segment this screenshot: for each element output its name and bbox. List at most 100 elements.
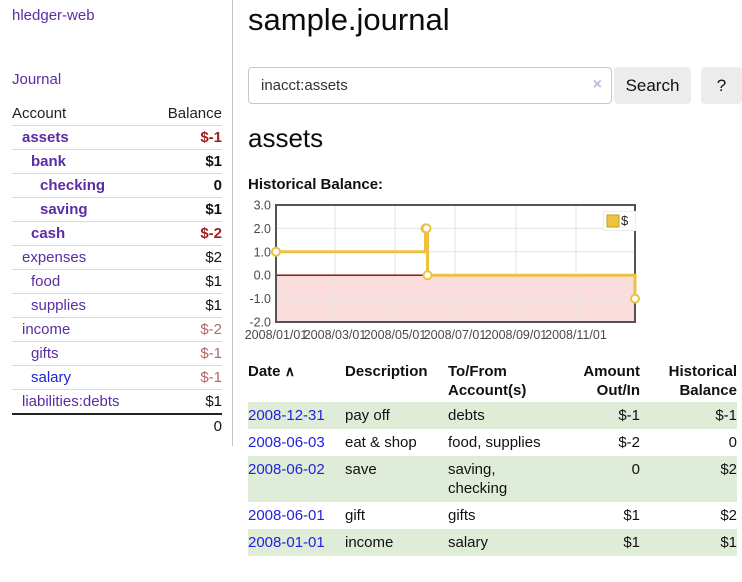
account-balance: $1	[151, 389, 222, 415]
account-balance: $1	[151, 269, 222, 294]
chart-border	[275, 204, 636, 323]
y-axis-tick-label: 2.0	[254, 222, 271, 236]
account-row: supplies $1	[12, 293, 222, 318]
legend-swatch-icon	[606, 214, 620, 228]
account-row: expenses $2	[12, 245, 222, 270]
transaction-balance: $2	[720, 507, 737, 524]
transaction-accounts: salary	[448, 534, 489, 551]
transaction-date-link[interactable]: 2008-06-03	[248, 434, 325, 451]
transaction-date-link[interactable]: 2008-12-31	[248, 407, 325, 424]
account-row: assets $-1	[12, 125, 222, 150]
transaction-balance: $-1	[715, 407, 737, 424]
register-header-accounts: To/From Account(s)	[448, 363, 527, 399]
sidebar-item-journal[interactable]: Journal	[12, 71, 62, 88]
register-header-date[interactable]: Date ∧	[248, 363, 295, 380]
transaction-date[interactable]: 2008-01-01	[248, 529, 345, 556]
data-point-marker	[422, 270, 433, 281]
transaction-accounts: saving, checking	[448, 461, 508, 497]
help-button[interactable]: ?	[701, 67, 742, 104]
transaction-date[interactable]: 2008-06-02	[248, 456, 345, 502]
account-balance: $-1	[151, 125, 222, 150]
clear-search-icon[interactable]: ×	[592, 76, 602, 93]
account-balance: 0	[151, 173, 222, 198]
account-link[interactable]: expenses	[22, 249, 87, 266]
account-link[interactable]: checking	[40, 177, 106, 194]
y-axis-tick-label: 1.0	[254, 245, 271, 259]
accounts-total-spacer	[12, 413, 152, 438]
account-link[interactable]: liabilities:debts	[22, 393, 120, 410]
account-link[interactable]: assets	[22, 129, 69, 146]
transaction-amount: 0	[631, 461, 640, 478]
legend-label: $	[621, 213, 629, 228]
transaction-description: pay off	[345, 407, 390, 424]
transaction-description: gift	[345, 507, 366, 524]
brand-link[interactable]: hledger-web	[12, 7, 95, 24]
x-axis-tick-label: 2008/03/01	[304, 328, 367, 342]
transaction-row[interactable]: 2008-01-01 income salary $1 $1	[248, 529, 737, 556]
account-heading: assets	[248, 123, 324, 153]
search-input[interactable]	[248, 67, 612, 104]
account-balance: $2	[151, 245, 222, 270]
x-axis-tick-label: 2008/07/01	[424, 328, 487, 342]
transaction-date[interactable]: 2008-06-01	[248, 502, 345, 529]
transaction-accounts: gifts	[448, 507, 476, 524]
account-link[interactable]: food	[31, 273, 61, 290]
account-link[interactable]: cash	[31, 225, 66, 242]
transaction-description: save	[345, 461, 377, 478]
transaction-date[interactable]: 2008-06-03	[248, 429, 345, 456]
account-link[interactable]: saving	[40, 201, 88, 218]
data-point-marker	[630, 293, 640, 304]
transaction-balance: 0	[728, 434, 737, 451]
register-header-row: Date ∧ Description To/From Account(s) Am…	[248, 360, 737, 402]
register-header-amount: Amount Out/In	[583, 363, 640, 399]
y-axis-tick-label: 3.0	[254, 199, 271, 213]
search-button[interactable]: Search	[614, 67, 691, 104]
transaction-date[interactable]: 2008-12-31	[248, 402, 345, 429]
transaction-balance: $2	[720, 461, 737, 478]
account-balance: $-2	[151, 317, 222, 342]
transaction-accounts: food, supplies	[448, 434, 541, 451]
transaction-date-link[interactable]: 2008-06-02	[248, 461, 325, 478]
historical-balance-chart: $3.0 2.0 1.0 0.0 -1.0 -2.02008/01/012008/03/0…	[245, 199, 640, 342]
account-link[interactable]: supplies	[31, 297, 87, 314]
y-axis-tick-label: -2.0	[249, 316, 271, 330]
register-header-balance: Historical Balance	[668, 363, 737, 399]
account-link[interactable]: salary	[31, 369, 72, 386]
historical-balance-label: Historical Balance:	[248, 176, 384, 193]
account-balance: $1	[151, 293, 222, 318]
transaction-row[interactable]: 2008-06-01 gift gifts $1 $2	[248, 502, 737, 529]
account-link[interactable]: gifts	[31, 345, 59, 362]
data-point-marker	[421, 223, 432, 234]
account-balance: $1	[151, 197, 222, 222]
accounts-total-value: 0	[151, 413, 222, 438]
data-point-marker	[271, 246, 281, 257]
transaction-row[interactable]: 2008-12-31 pay off debts $-1 $-1	[248, 402, 737, 429]
account-row: liabilities:debts $1	[12, 389, 222, 415]
transaction-date-link[interactable]: 2008-01-01	[248, 534, 325, 551]
page-title: sample.journal	[248, 2, 450, 37]
transaction-row[interactable]: 2008-06-02 save saving, checking 0 $2	[248, 456, 737, 502]
register-header-description: Description	[345, 363, 428, 380]
x-axis-tick-label: 2008/09/01	[485, 328, 548, 342]
account-row: income $-2	[12, 317, 222, 342]
account-row: gifts $-1	[12, 341, 222, 366]
transaction-row[interactable]: 2008-06-03 eat & shop food, supplies $-2 0	[248, 429, 737, 456]
account-balance: $1	[151, 149, 222, 174]
account-link[interactable]: income	[22, 321, 71, 338]
accounts-header-row: Account Balance	[12, 102, 222, 126]
account-row: bank $1	[12, 149, 222, 174]
transaction-date-link[interactable]: 2008-06-01	[248, 507, 325, 524]
account-link[interactable]: bank	[31, 153, 67, 170]
y-axis-tick-label: 0.0	[254, 269, 271, 283]
transaction-amount: $1	[623, 534, 640, 551]
transaction-amount: $1	[623, 507, 640, 524]
account-balance: $-2	[151, 221, 222, 246]
accounts-table: Account Balance assets $-1 bank $1 checking 0…	[12, 102, 222, 438]
x-axis-tick-label: 2008/05/01	[364, 328, 427, 342]
register-table: Date ∧ Description To/From Account(s) Am…	[248, 360, 737, 556]
sort-ascending-icon[interactable]: ∧	[284, 363, 295, 379]
account-balance: $-1	[151, 365, 222, 390]
transaction-accounts: debts	[448, 407, 485, 424]
accounts-total-row: 0	[12, 413, 222, 438]
account-row: saving $1	[12, 197, 222, 222]
